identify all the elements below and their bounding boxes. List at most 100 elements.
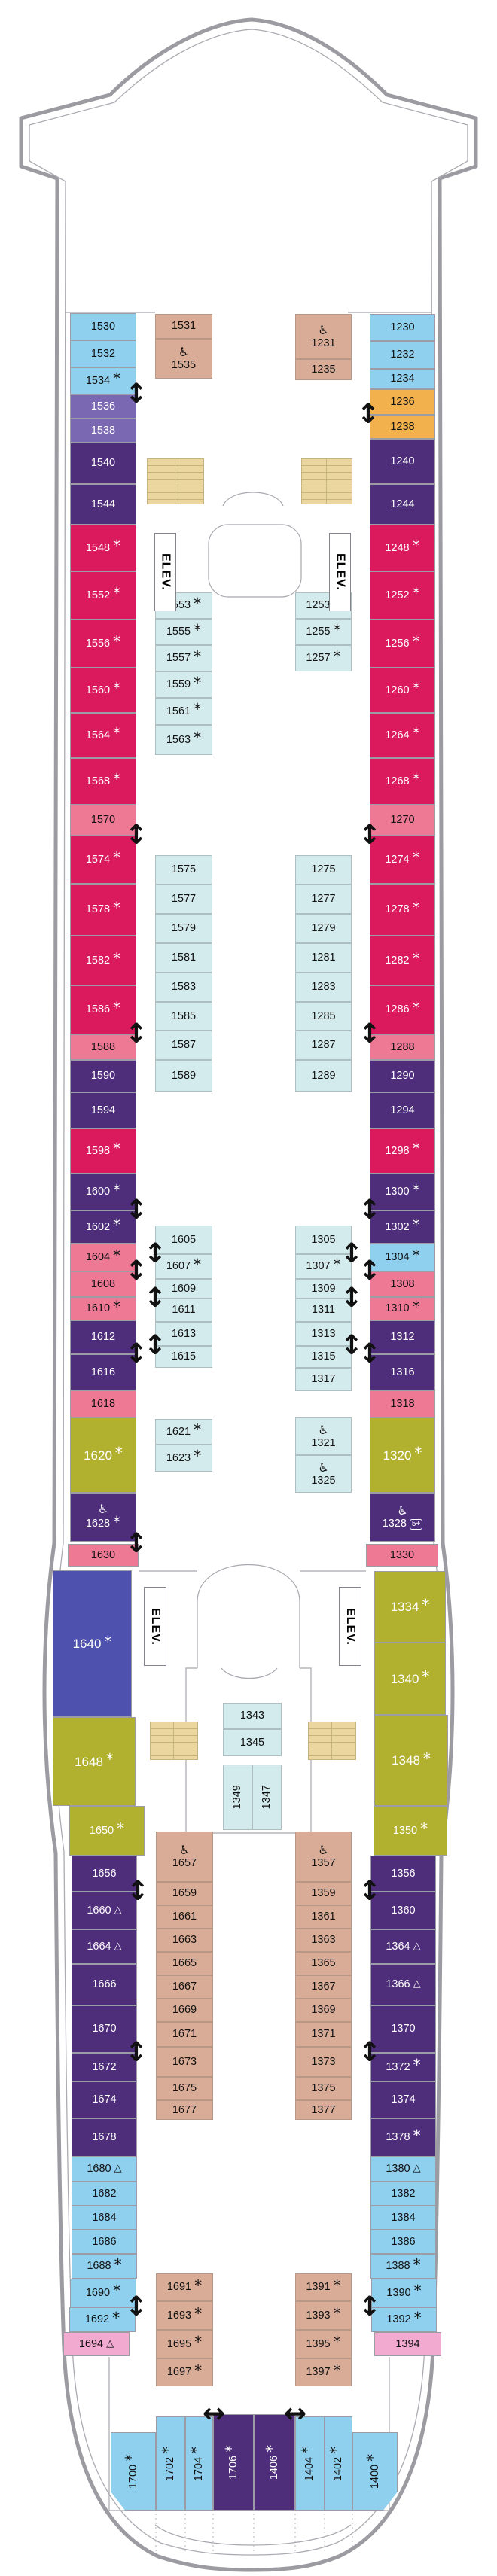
cabin-1270[interactable]: 1270 [370, 805, 435, 836]
cabin-1378[interactable]: 1378 * [370, 2118, 436, 2157]
cabin-1579[interactable]: 1579 [155, 914, 212, 943]
cabin-1347[interactable]: 1347 [252, 1765, 282, 1830]
cabin-1700[interactable]: 1700 * [111, 2432, 156, 2511]
cabin-1311[interactable]: 1311 [295, 1299, 352, 1322]
cabin-1535[interactable]: ♿ 1535 [155, 339, 212, 379]
cabin-1315[interactable]: 1315 [295, 1346, 352, 1368]
cabin-1308[interactable]: 1308 [370, 1271, 435, 1297]
cabin-1706[interactable]: 1706 * [213, 2414, 254, 2511]
cabin-1256[interactable]: 1256 * [370, 620, 435, 668]
cabin-1255[interactable]: 1255 * [295, 619, 352, 645]
cabin-1384[interactable]: 1384 [370, 2206, 436, 2230]
cabin-1605[interactable]: 1605 [155, 1226, 212, 1254]
cabin-1587[interactable]: 1587 [155, 1031, 212, 1060]
cabin-1313[interactable]: 1313 [295, 1322, 352, 1346]
cabin-1682[interactable]: 1682 [72, 2182, 137, 2206]
cabin-1666[interactable]: 1666 [72, 1964, 137, 2005]
cabin-1343[interactable]: 1343 [223, 1703, 282, 1729]
cabin-1382[interactable]: 1382 [370, 2182, 436, 2206]
cabin-1678[interactable]: 1678 [72, 2118, 137, 2157]
cabin-1555[interactable]: 1555 * [155, 619, 212, 645]
cabin-1393[interactable]: 1393 * [295, 2301, 352, 2330]
cabin-1534[interactable]: 1534 * [70, 367, 136, 394]
cabin-1375[interactable]: 1375 [295, 2077, 352, 2100]
cabin-1350[interactable]: 1350 * [374, 1806, 447, 1856]
cabin-1561[interactable]: 1561 * [155, 698, 212, 725]
cabin-1340[interactable]: 1340 * [374, 1643, 446, 1715]
cabin-1677[interactable]: 1677 [156, 2100, 213, 2120]
cabin-1359[interactable]: 1359 [295, 1882, 352, 1905]
cabin-1615[interactable]: 1615 [155, 1346, 212, 1368]
cabin-1600[interactable]: 1600 * [70, 1174, 136, 1210]
cabin-1406[interactable]: 1406 * [254, 2414, 295, 2511]
cabin-1560[interactable]: 1560 * [70, 668, 136, 713]
cabin-1231[interactable]: ♿ 1231 [295, 314, 352, 359]
cabin-1568[interactable]: 1568 * [70, 758, 136, 805]
cabin-1302[interactable]: 1302 * [370, 1210, 435, 1244]
cabin-1691[interactable]: 1691 * [156, 2273, 213, 2301]
cabin-1281[interactable]: 1281 [295, 943, 352, 973]
cabin-1671[interactable]: 1671 [156, 2022, 213, 2047]
cabin-1283[interactable]: 1283 [295, 973, 352, 1002]
cabin-1298[interactable]: 1298 * [370, 1128, 435, 1174]
cabin-1349[interactable]: 1349 [223, 1765, 252, 1830]
cabin-1664[interactable]: 1664 △ [72, 1929, 137, 1964]
cabin-1640[interactable]: 1640 * [53, 1570, 132, 1717]
cabin-1581[interactable]: 1581 [155, 943, 212, 973]
cabin-1557[interactable]: 1557 * [155, 645, 212, 671]
cabin-1540[interactable]: 1540 [70, 443, 136, 484]
cabin-1312[interactable]: 1312 [370, 1320, 435, 1354]
cabin-1657[interactable]: ♿ 1657 [156, 1832, 213, 1882]
cabin-1577[interactable]: 1577 [155, 885, 212, 914]
cabin-1391[interactable]: 1391 * [295, 2273, 352, 2301]
cabin-1589[interactable]: 1589 [155, 1060, 212, 1092]
cabin-1373[interactable]: 1373 [295, 2047, 352, 2077]
cabin-1268[interactable]: 1268 * [370, 758, 435, 805]
cabin-1394[interactable]: 1394 [374, 2332, 441, 2356]
cabin-1360[interactable]: 1360 [370, 1892, 436, 1929]
cabin-1532[interactable]: 1532 [70, 340, 136, 367]
cabin-1578[interactable]: 1578 * [70, 884, 136, 936]
cabin-1648[interactable]: 1648 * [53, 1717, 136, 1806]
cabin-1289[interactable]: 1289 [295, 1060, 352, 1092]
cabin-1594[interactable]: 1594 [70, 1092, 136, 1128]
cabin-1367[interactable]: 1367 [295, 1975, 352, 1999]
cabin-1688[interactable]: 1688 * [72, 2254, 137, 2279]
cabin-1279[interactable]: 1279 [295, 914, 352, 943]
cabin-1628[interactable]: ♿ 1628 * [70, 1493, 136, 1542]
cabin-1357[interactable]: ♿ 1357 [295, 1832, 352, 1882]
cabin-1334[interactable]: 1334 * [374, 1571, 446, 1643]
cabin-1623[interactable]: 1623 * [155, 1445, 212, 1472]
cabin-1598[interactable]: 1598 * [70, 1128, 136, 1174]
cabin-1234[interactable]: 1234 [370, 369, 435, 389]
cabin-1369[interactable]: 1369 [295, 1999, 352, 2022]
cabin-1575[interactable]: 1575 [155, 855, 212, 885]
cabin-1586[interactable]: 1586 * [70, 985, 136, 1034]
cabin-1610[interactable]: 1610 * [70, 1297, 136, 1320]
cabin-1248[interactable]: 1248 * [370, 525, 435, 571]
cabin-1704[interactable]: 1704 * [185, 2416, 213, 2511]
cabin-1559[interactable]: 1559 * [155, 671, 212, 698]
cabin-1404[interactable]: 1404 * [295, 2416, 325, 2511]
cabin-1320[interactable]: 1320 * [370, 1417, 435, 1493]
cabin-1371[interactable]: 1371 [295, 2022, 352, 2047]
cabin-1364[interactable]: 1364 △ [370, 1929, 436, 1964]
cabin-1650[interactable]: 1650 * [69, 1806, 145, 1856]
cabin-1257[interactable]: 1257 * [295, 645, 352, 671]
cabin-1345[interactable]: 1345 [223, 1729, 282, 1756]
cabin-1366[interactable]: 1366 △ [370, 1964, 436, 2005]
cabin-1392[interactable]: 1392 * [371, 2307, 437, 2332]
cabin-1277[interactable]: 1277 [295, 885, 352, 914]
cabin-1684[interactable]: 1684 [72, 2206, 137, 2230]
cabin-1232[interactable]: 1232 [370, 341, 435, 369]
cabin-1386[interactable]: 1386 [370, 2230, 436, 2254]
cabin-1669[interactable]: 1669 [156, 1999, 213, 2022]
cabin-1390[interactable]: 1390 * [371, 2279, 437, 2307]
cabin-1238[interactable]: 1238 [370, 415, 435, 439]
cabin-1388[interactable]: 1388 * [370, 2254, 436, 2279]
cabin-1300[interactable]: 1300 * [370, 1174, 435, 1210]
cabin-1305[interactable]: 1305 [295, 1226, 352, 1254]
cabin-1316[interactable]: 1316 [370, 1354, 435, 1390]
cabin-1604[interactable]: 1604 * [70, 1244, 136, 1271]
cabin-1402[interactable]: 1402 * [325, 2416, 352, 2511]
